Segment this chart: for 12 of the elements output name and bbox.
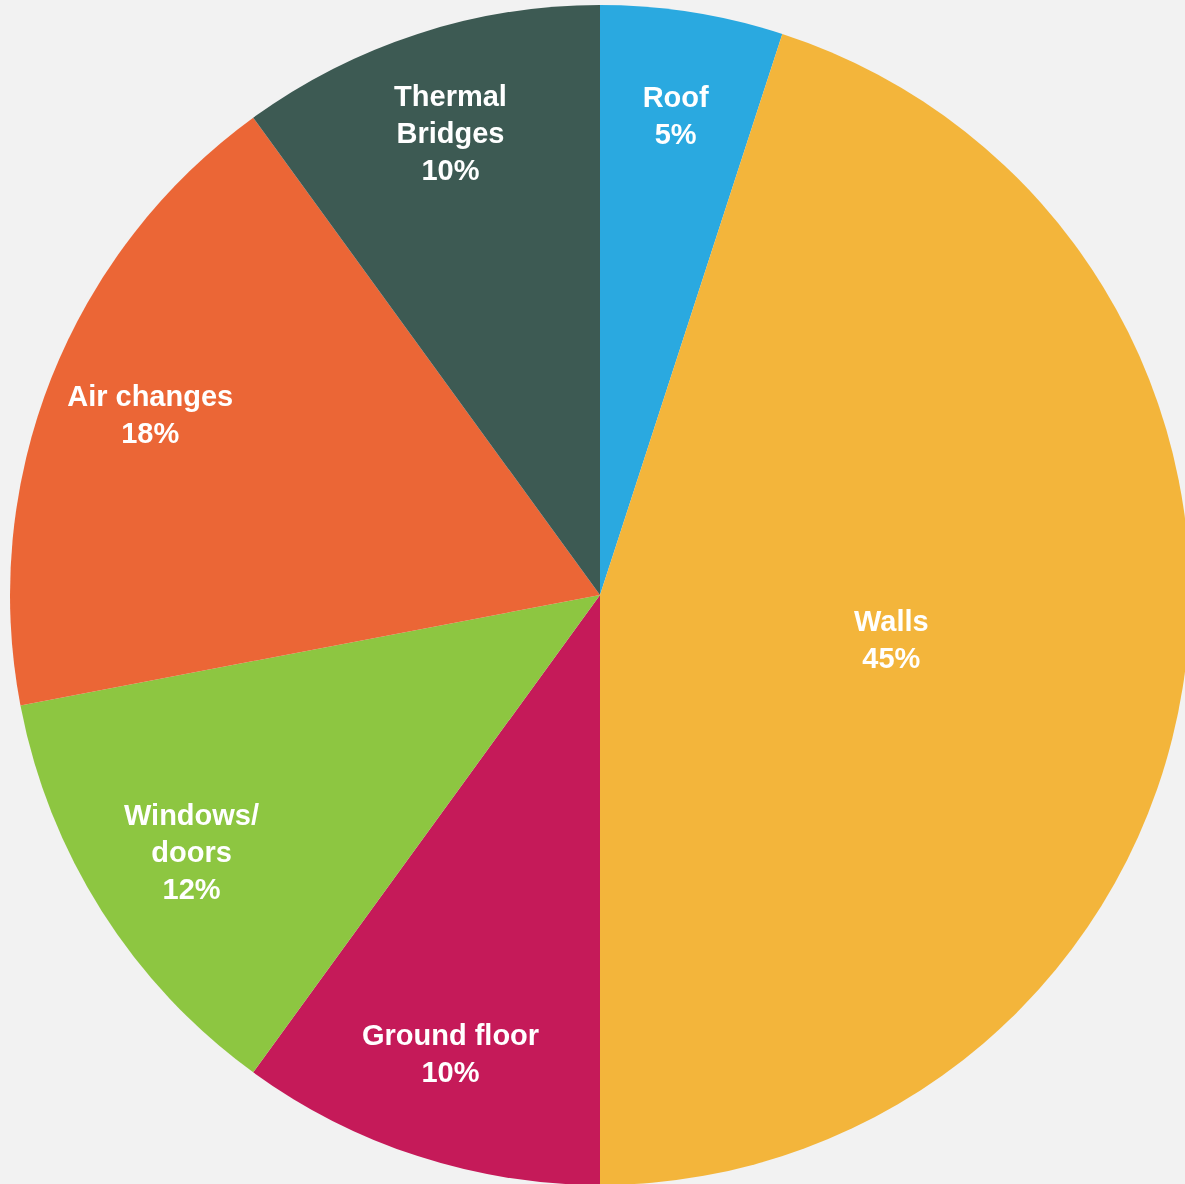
data-label: 18% [121, 417, 180, 450]
data-label: 10% [421, 1055, 480, 1088]
data-label: 10% [421, 153, 480, 186]
slice-label: Ground floor [361, 1018, 540, 1051]
slice-label: Air changes [67, 380, 234, 413]
slice-label: Roof [642, 80, 710, 113]
data-label: 5% [654, 117, 697, 150]
data-label: 12% [162, 872, 221, 905]
slice-label: Thermal Bridges [394, 79, 507, 149]
slice-label: Walls [854, 604, 929, 637]
slice-label: Windows/doors [123, 798, 260, 868]
data-label: 45% [862, 641, 921, 674]
